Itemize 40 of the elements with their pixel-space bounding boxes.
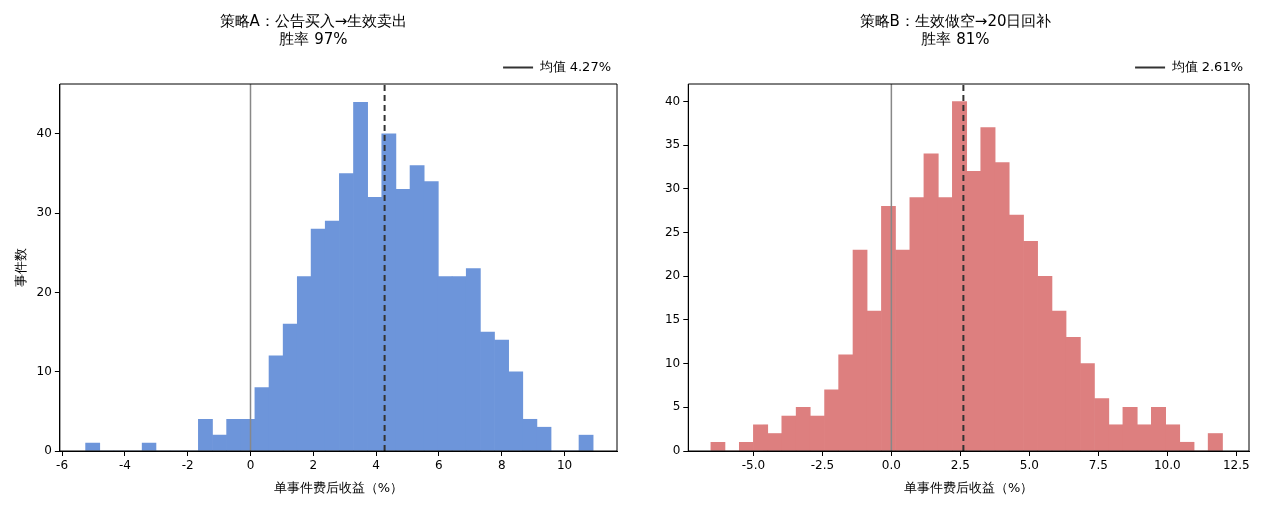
y-tick-label: 0	[44, 443, 52, 458]
legend-label: 均值 4.27%	[538, 58, 612, 74]
x-axis-title: 单事件费后收益（%）	[903, 479, 1034, 495]
x-tick-label: 0	[246, 458, 255, 473]
chart-subtitle: 胜率 97%	[279, 29, 348, 48]
x-tick-label: -5.0	[741, 458, 766, 473]
chart-subtitle: 胜率 81%	[921, 29, 990, 48]
y-tick-label: 15	[664, 312, 681, 327]
x-tick-label: 2.5	[950, 458, 970, 473]
x-axis-title: 单事件费后收益（%）	[273, 479, 404, 495]
y-tick-label: 5	[672, 399, 681, 414]
x-tick-label: 10	[556, 458, 573, 473]
y-tick-label: 25	[664, 224, 681, 239]
chart-title: 策略A：公告买入→生效卖出	[219, 11, 408, 30]
y-tick-label: 40	[664, 93, 681, 108]
x-tick-label: 7.5	[1088, 458, 1108, 473]
y-tick-label: 30	[36, 205, 52, 220]
x-tick-label: -4	[118, 458, 131, 473]
legend-label: 均值 2.61%	[1170, 58, 1244, 74]
y-tick-label: 0	[672, 443, 681, 458]
y-tick-label: 35	[664, 137, 681, 152]
x-tick-label: -2	[181, 458, 194, 473]
x-tick-label: 0.0	[881, 458, 901, 473]
x-tick-label: 4	[372, 458, 380, 473]
y-tick-label: 40	[36, 126, 52, 141]
y-tick-label: 20	[664, 268, 681, 283]
x-tick-label: 10.0	[1153, 458, 1181, 473]
x-tick-label: 5.0	[1019, 458, 1039, 473]
x-tick-label: 8	[497, 458, 506, 473]
y-tick-label: 30	[664, 180, 681, 195]
y-axis-title: 事件数	[13, 248, 29, 287]
x-tick-label: -2.5	[810, 458, 835, 473]
chart-title: 策略B：生效做空→20日回补	[859, 11, 1052, 30]
x-tick-label: 12.5	[1222, 458, 1250, 473]
x-tick-label: -6	[56, 458, 69, 473]
y-tick-label: 20	[36, 284, 52, 299]
x-tick-label: 2	[309, 458, 318, 473]
y-tick-label: 10	[36, 363, 52, 378]
y-tick-label: 10	[664, 355, 681, 370]
x-tick-label: 6	[435, 458, 443, 473]
